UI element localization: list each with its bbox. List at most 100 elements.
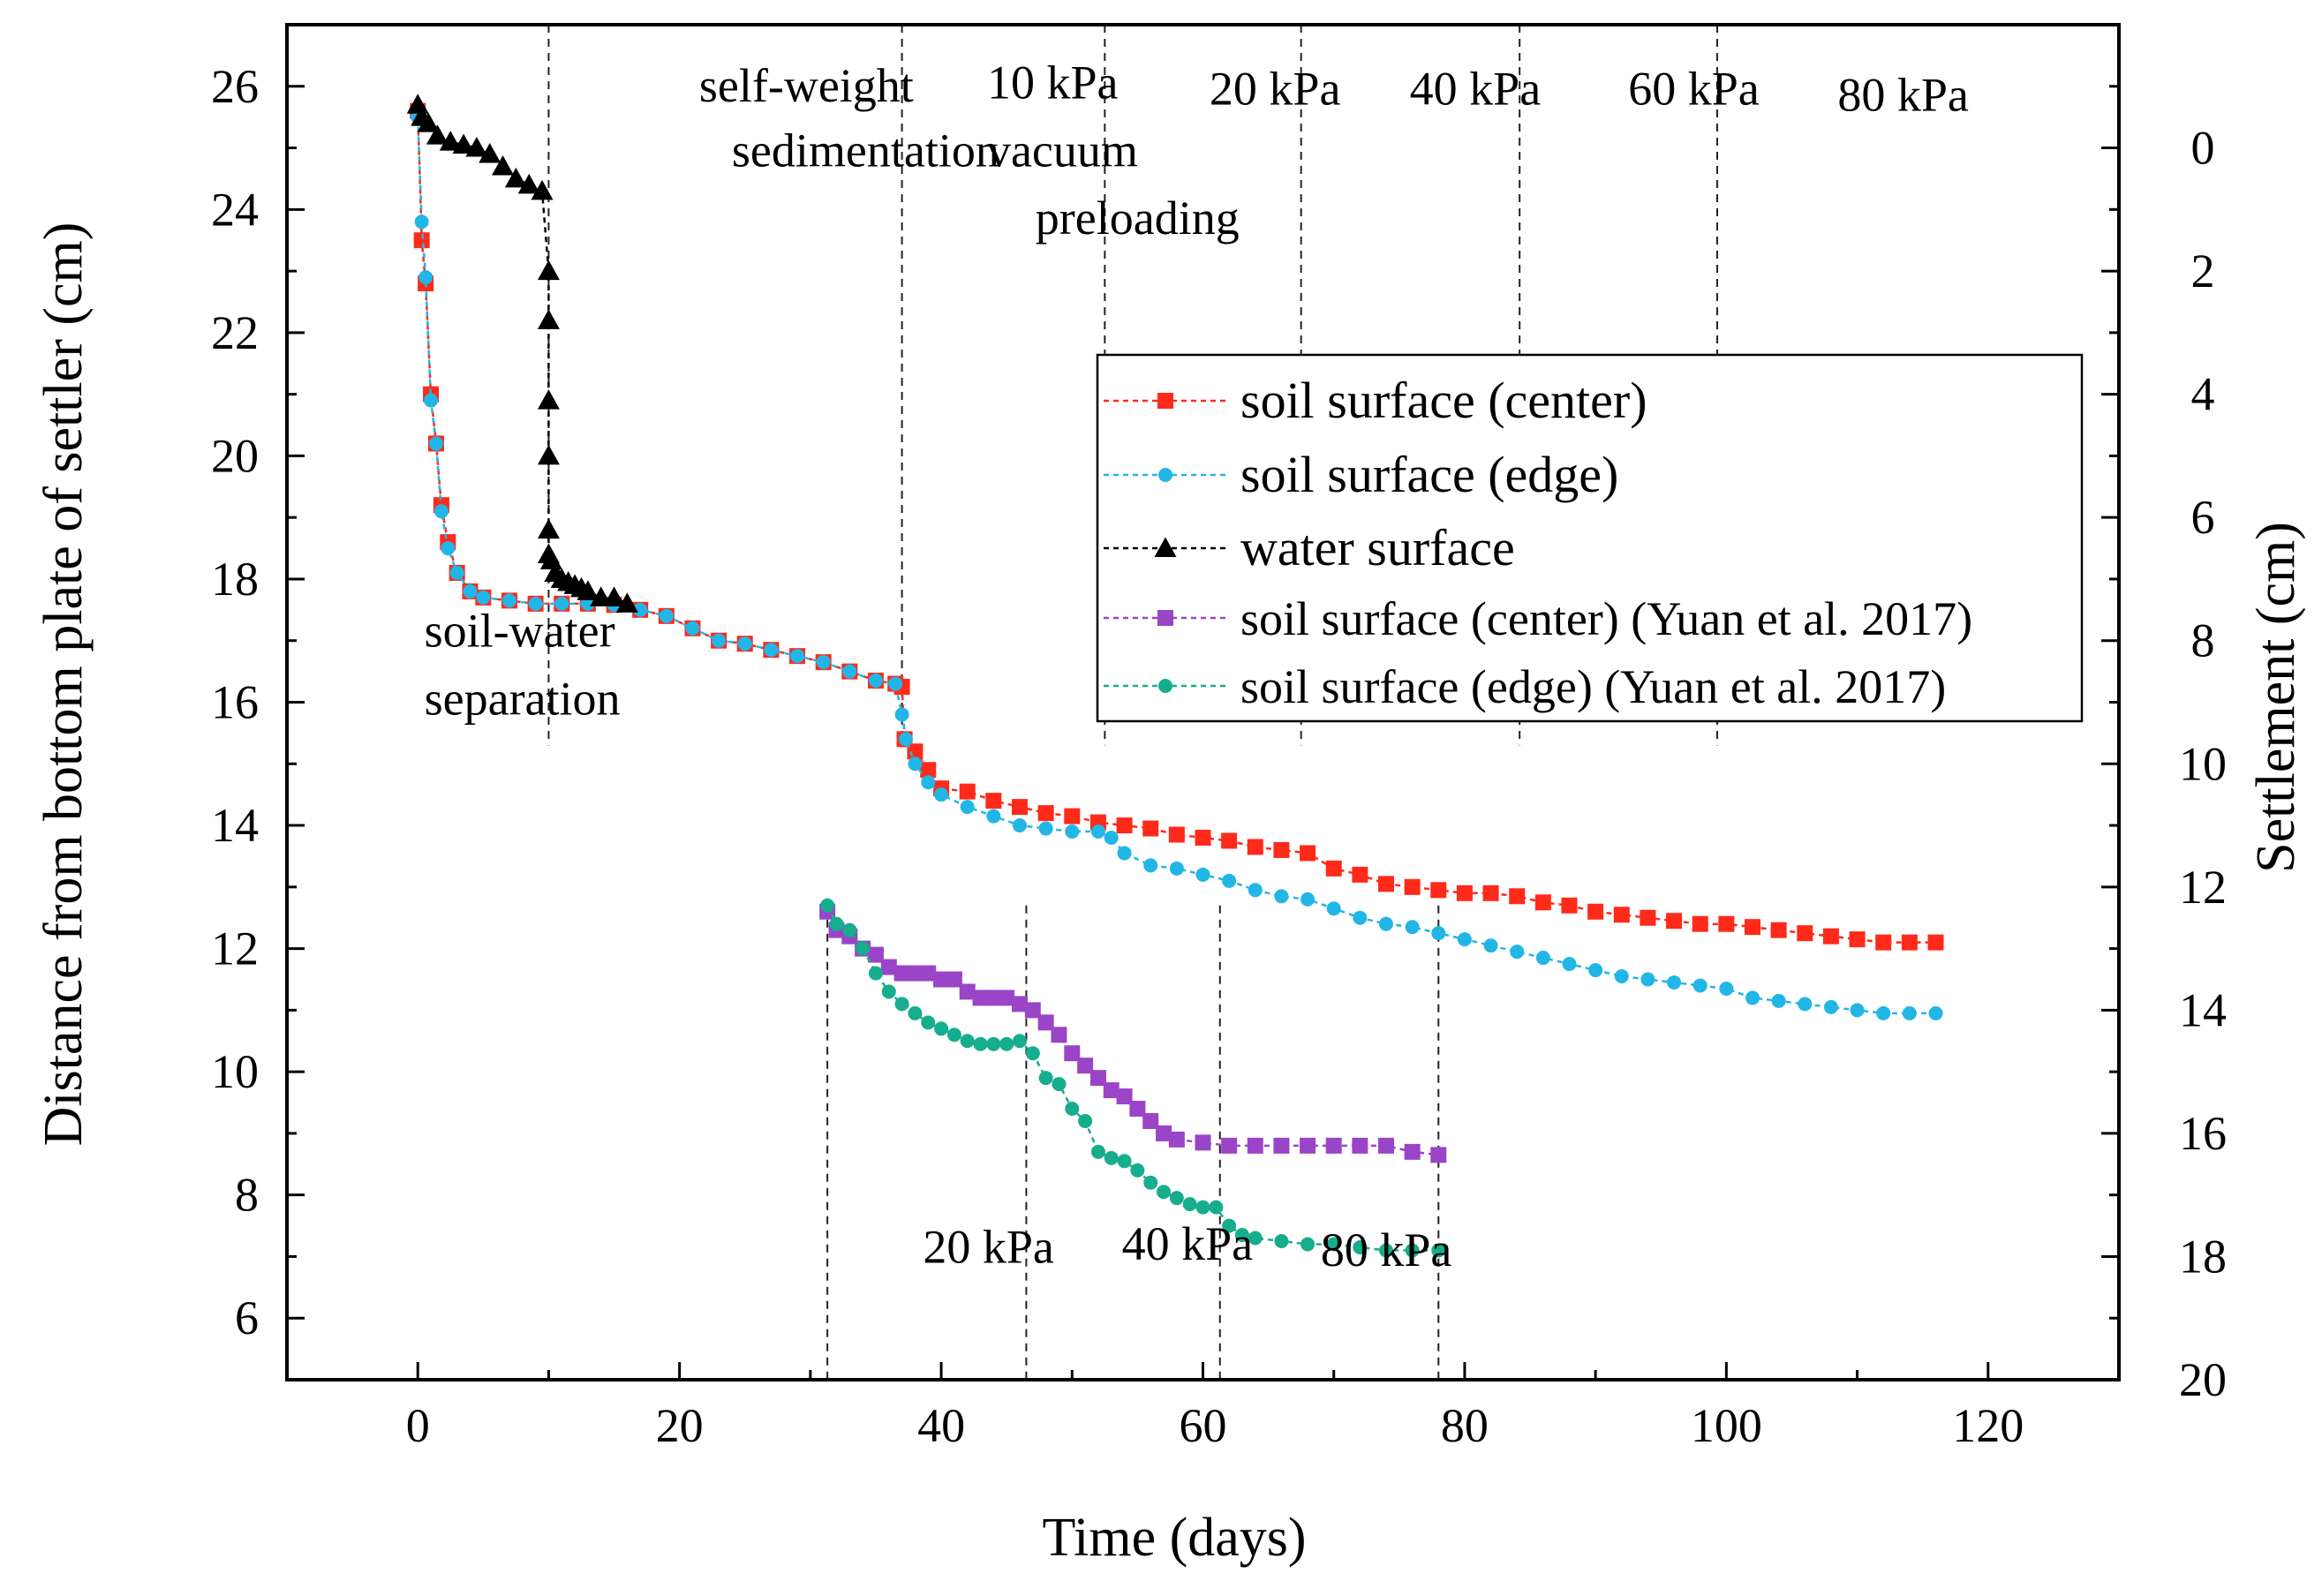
series-3-point [1064,1045,1081,1062]
series-4-point [1169,1191,1184,1206]
series-0-point [413,232,430,249]
series-4-point [921,1015,936,1030]
series-4-point [894,997,909,1012]
series-4-point [1052,1077,1067,1092]
series-3-point [1142,1112,1159,1129]
legend-marker-0 [1157,393,1173,409]
series-3-point [893,965,910,982]
series-0-point [959,783,976,800]
series-2-point [517,173,540,194]
series-4-point [1117,1154,1132,1169]
x-tick-label: 120 [1952,1399,2024,1452]
series-3-point [880,959,897,975]
series-1-point [476,590,491,605]
series-2-point [531,179,554,200]
legend-marker-4 [1158,679,1172,693]
series-1-point [463,583,478,598]
series-1-point [894,707,909,722]
series-3-point [1077,1058,1094,1074]
series-1-point [1143,858,1158,873]
series-3-point [1195,1134,1211,1151]
series-4-point [881,984,896,999]
series-4-point [1157,1185,1172,1200]
series-1-point [842,664,857,679]
series-4-point [1379,1243,1393,1258]
series-2-point [479,143,501,163]
series-0-point [1875,934,1892,951]
series-1-point [764,643,779,658]
series-0-point [1221,832,1238,849]
annotation-text: 40 kPa [1410,63,1542,116]
series-1-point [1379,916,1393,931]
series-1-point [934,787,949,802]
series-4-point [1182,1197,1197,1212]
y-tick-label: 20 [211,429,259,482]
series-0-point [1613,907,1630,923]
annotation-layer: self-weight sedimentation 10 kPa vacuum prel… [425,56,1969,1276]
y-tick-label: 18 [211,553,259,606]
series-4-point [1234,1228,1249,1243]
series-4-point [868,966,883,981]
series-0-point [985,793,1002,809]
y-tick-label: 12 [211,922,259,975]
y2-tick-label: 2 [2191,245,2215,297]
legend: soil surface (center) soil surface (edge)… [1096,353,2084,723]
series-4-point [856,941,871,956]
series-2-point [537,260,560,281]
series-1-point [1719,981,1734,996]
annotation-text: 20 kPa [1210,63,1341,116]
series-1-point [868,674,883,689]
series-1-point [1104,831,1119,845]
series-3-point [907,965,924,982]
series-0-point [1640,909,1656,926]
series-1-point [1117,846,1132,861]
series-1-point [418,270,433,285]
series-2-point [539,549,562,570]
series-2-point [537,444,560,465]
series-2-point [577,580,599,600]
series-2-point [537,389,560,410]
series-3-point [1116,1088,1133,1105]
series-1-point [449,565,464,580]
series-0-point [1509,888,1526,905]
series-1-point [428,436,443,451]
series-3-point [959,983,976,1000]
series-2-point [603,586,626,606]
series-1-point [685,621,700,636]
series-3-point [946,971,962,988]
x-tick-label: 60 [1180,1399,1227,1452]
series-1-point [986,809,1001,824]
legend-label-3: soil surface (center) (Yuan et al. 2017) [1240,592,1972,645]
y2-tick-label: 16 [2179,1107,2227,1160]
x-tick-label: 0 [406,1399,430,1452]
y2-tick-label: 10 [2179,737,2227,790]
series-1-point [1667,975,1682,990]
y-tick-label: 14 [211,799,259,852]
y-tick-label: 24 [211,183,259,236]
series-1-point [1405,920,1420,935]
y2-tick-label: 0 [2191,122,2215,175]
series-2-point [452,133,475,154]
series-4-point [1353,1239,1368,1254]
series-0-point [1718,915,1735,932]
y2-tick-label: 4 [2191,368,2215,421]
series-1-point [528,596,543,611]
series-3-point [1103,1082,1120,1099]
series-1-point [554,596,569,611]
annotation-text: preloading [1036,192,1240,245]
series-1-point [659,608,674,623]
series-4-point [986,1036,1001,1051]
series-1-point [1640,972,1655,987]
series-4-point [1248,1231,1263,1246]
series-0-point [1430,882,1447,899]
series-2-point [439,131,462,151]
annotation-text: self-weight [699,59,914,112]
series-1-point [1562,957,1577,972]
series-1-point [501,593,516,608]
annotation-text: 60 kPa [1628,63,1760,116]
series-0-point [1692,915,1708,932]
legend-label-2: water surface [1240,519,1515,576]
legend-entries: soil surface (center) soil surface (edge)… [1104,372,1972,713]
series-0-point [1116,817,1133,834]
